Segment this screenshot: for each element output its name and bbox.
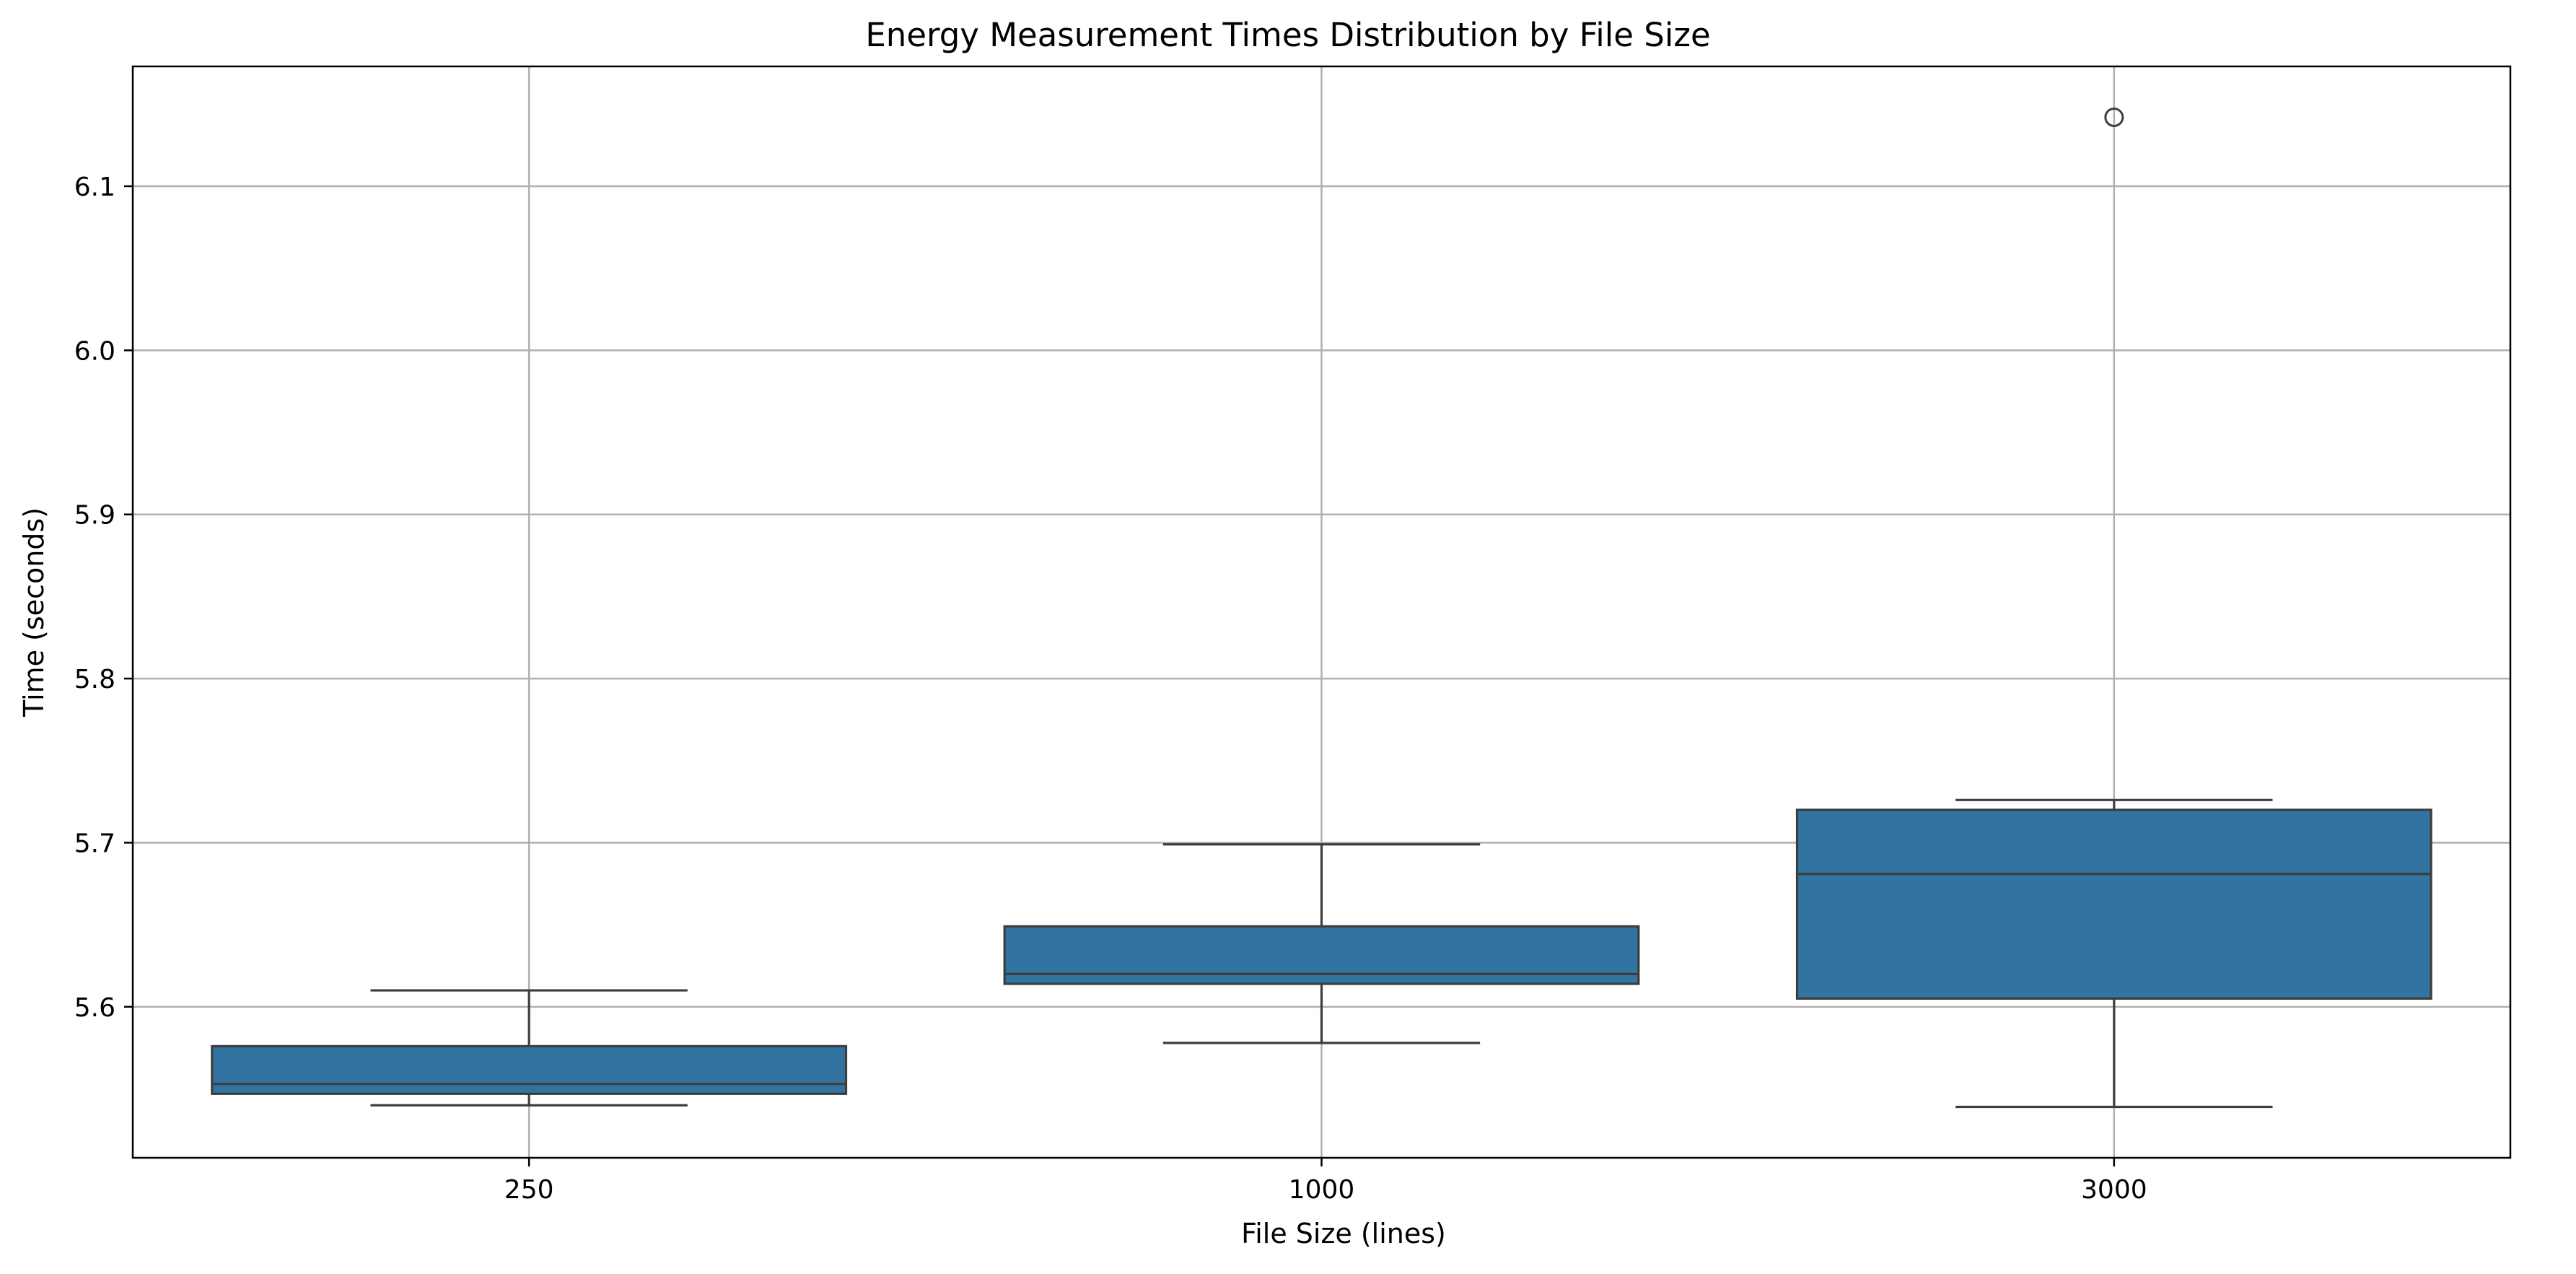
box-iqr bbox=[211, 1044, 848, 1095]
x-axis-label: File Size (lines) bbox=[1241, 1218, 1446, 1249]
chart-title: Energy Measurement Times Distribution by… bbox=[865, 16, 1710, 54]
box-group-250 bbox=[211, 989, 848, 1107]
y-tick-label: 5.7 bbox=[74, 829, 115, 858]
box-iqr bbox=[1003, 925, 1640, 985]
y-tick-label: 5.8 bbox=[74, 665, 115, 694]
y-tick-label: 6.1 bbox=[74, 173, 115, 202]
outlier-point bbox=[2104, 107, 2124, 127]
y-tick-label: 6.0 bbox=[74, 336, 115, 366]
box-group-1000 bbox=[1003, 843, 1640, 1044]
y-axis-label: Time (seconds) bbox=[18, 507, 50, 717]
box-group-3000 bbox=[1795, 107, 2432, 1109]
y-tick-label: 5.6 bbox=[74, 993, 115, 1023]
x-tick-label: 250 bbox=[504, 1175, 554, 1205]
box-iqr bbox=[1795, 808, 2432, 1000]
y-axis-ticks: 5.6 5.7 5.8 5.9 6.0 6.1 bbox=[74, 173, 133, 1023]
x-tick-label: 1000 bbox=[1289, 1175, 1355, 1205]
boxes bbox=[211, 107, 2432, 1109]
x-tick-label: 3000 bbox=[2081, 1175, 2147, 1205]
y-tick-label: 5.9 bbox=[74, 501, 115, 531]
x-axis-ticks: 250 1000 3000 bbox=[504, 1158, 2147, 1205]
